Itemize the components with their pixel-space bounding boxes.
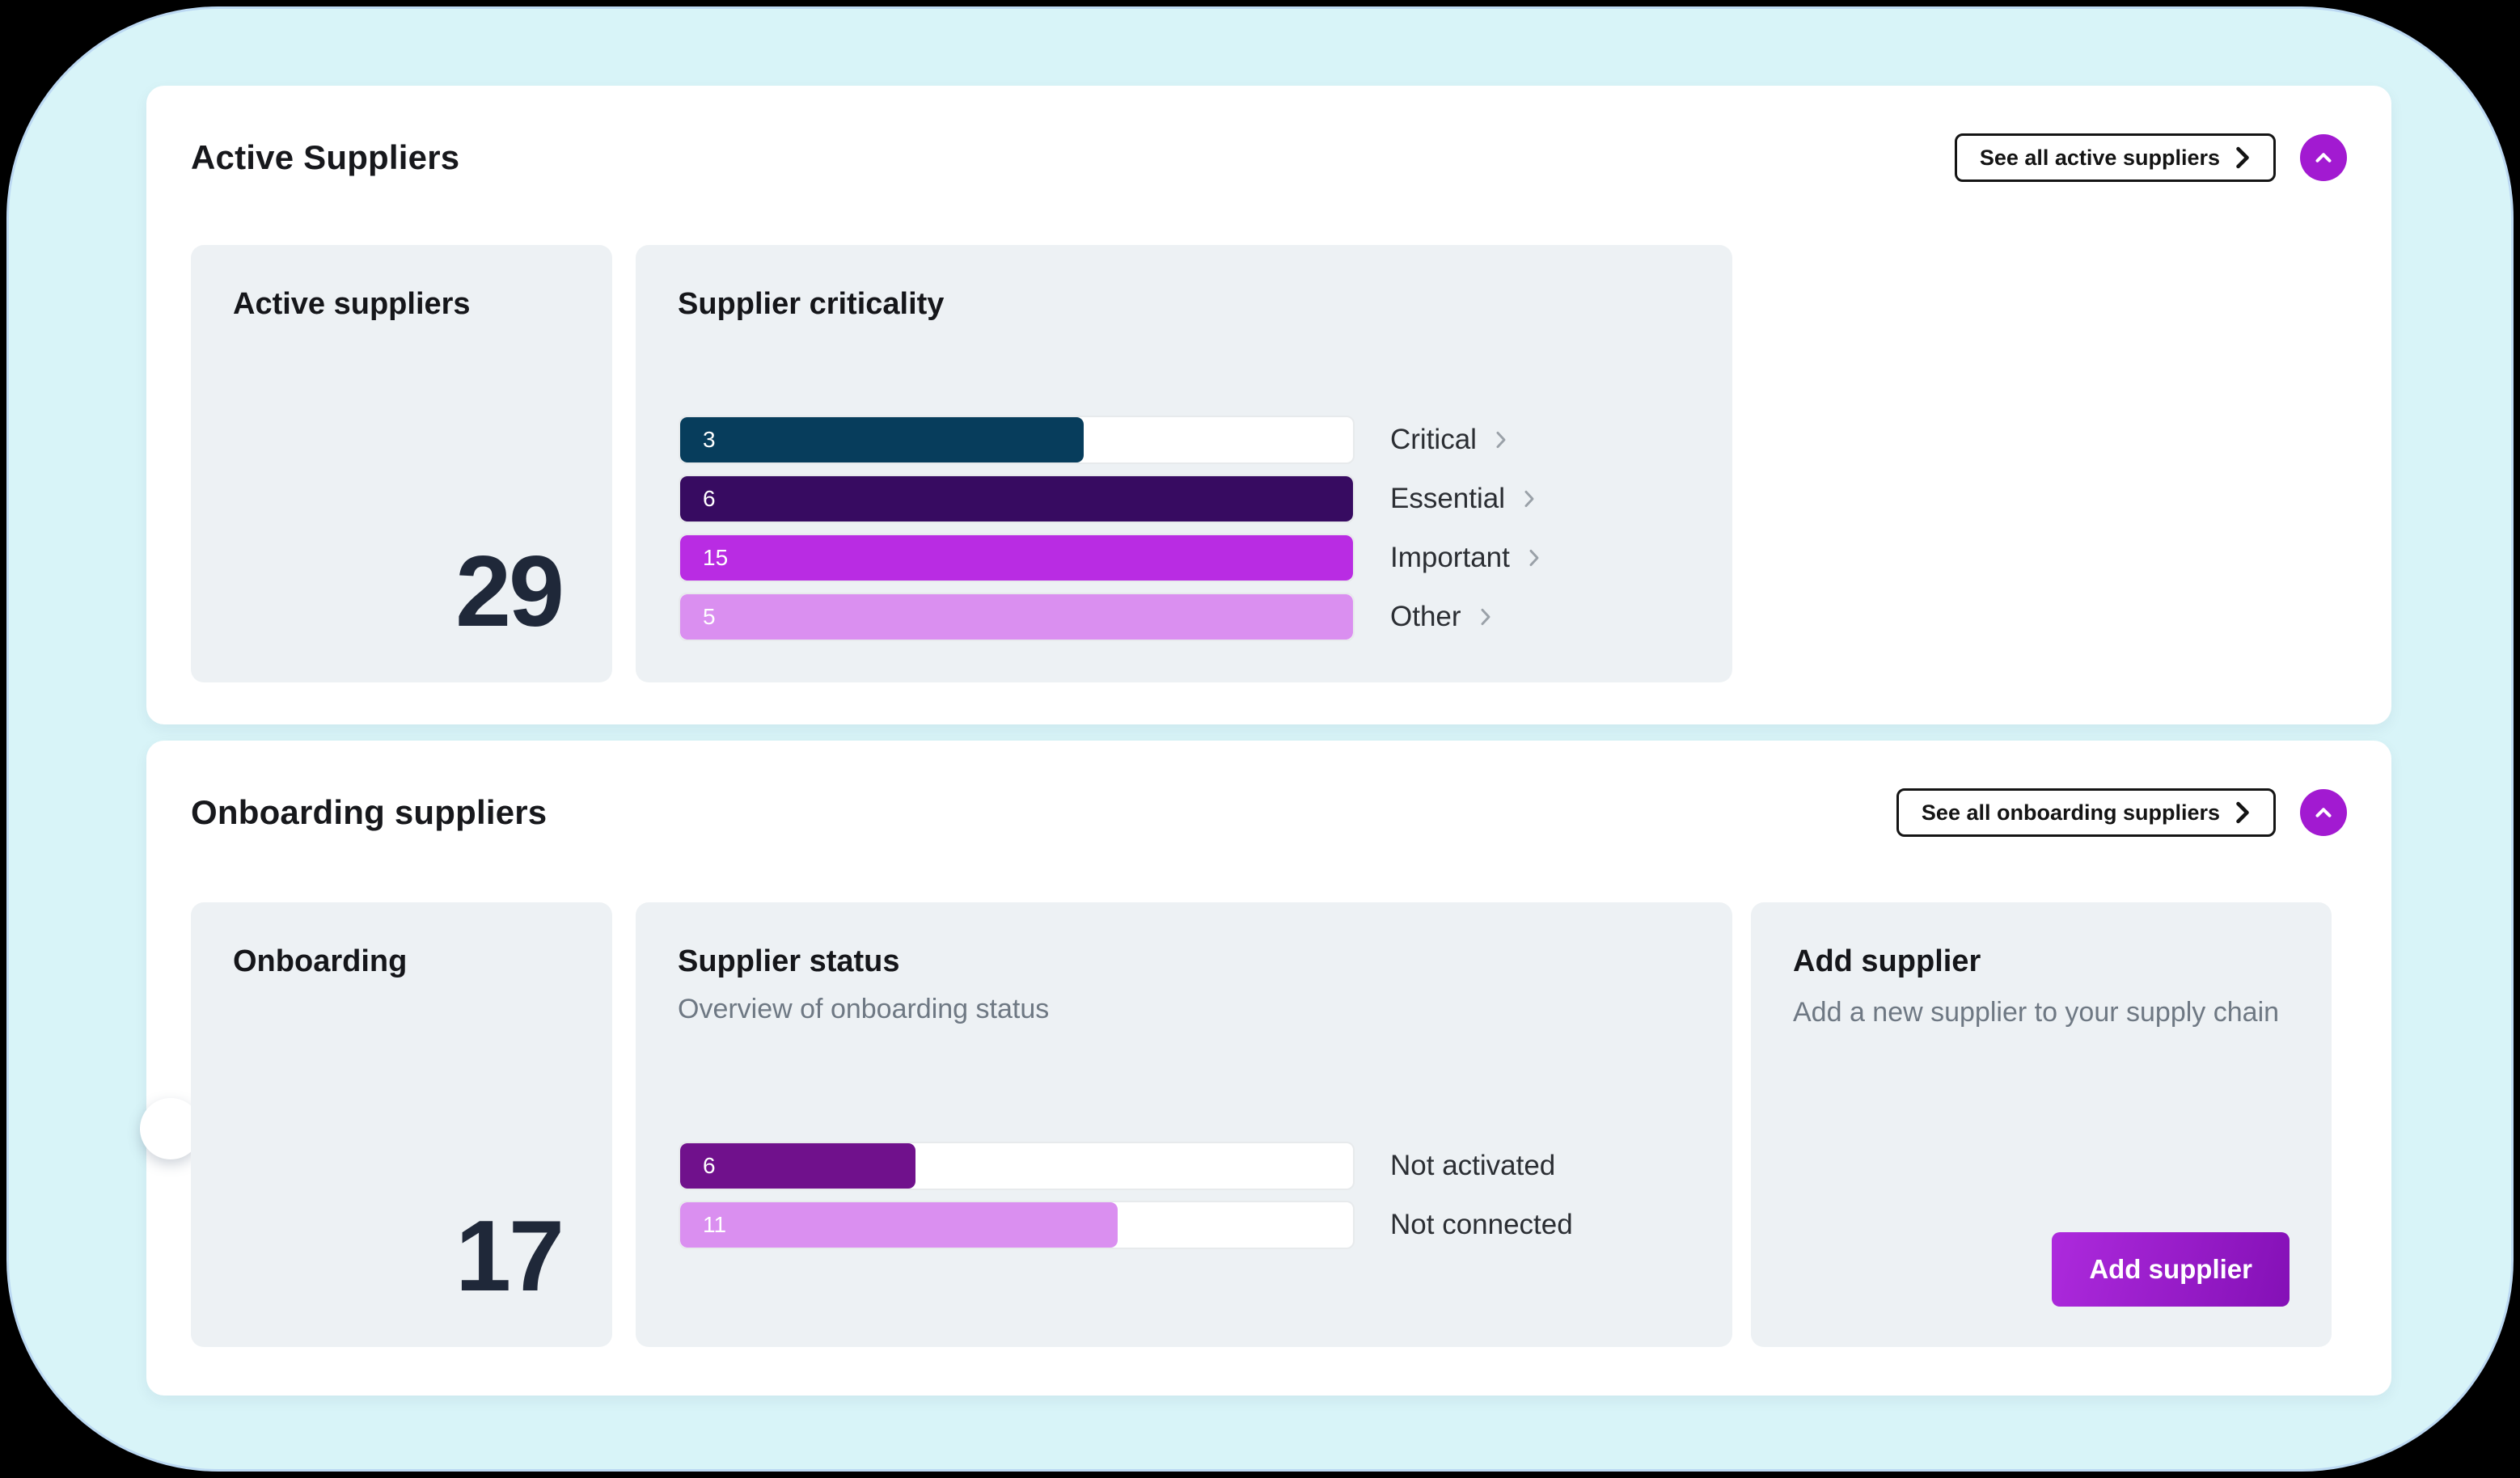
criticality-label-other[interactable]: Other xyxy=(1390,601,1492,633)
chevron-up-icon xyxy=(2315,808,2332,817)
app-surface: Active Suppliers See all active supplier… xyxy=(6,6,2514,1472)
criticality-panel-title: Supplier criticality xyxy=(678,287,945,321)
criticality-bar-row: 15 Important xyxy=(679,534,1708,582)
active-count-panel-title: Active suppliers xyxy=(233,287,471,321)
status-panel-header: Supplier status Overview of onboarding s… xyxy=(636,902,1732,1025)
collapse-onboarding-card-button[interactable] xyxy=(2300,789,2347,836)
onboarding-count-panel-title: Onboarding xyxy=(233,944,408,978)
active-card-title: Active Suppliers xyxy=(191,138,460,176)
criticality-bar-row: 6 Essential xyxy=(679,475,1708,523)
bar-track: 15 xyxy=(679,534,1355,582)
bar-value: 11 xyxy=(703,1212,727,1237)
onboarding-count-panel: Onboarding 17 xyxy=(191,902,612,1347)
criticality-bar-row: 3 Critical xyxy=(679,416,1708,464)
onboarding-suppliers-card: Onboarding suppliers See all onboarding … xyxy=(140,741,2391,1396)
criticality-bars: 3 Critical 6 Essential xyxy=(679,416,1708,652)
add-supplier-button[interactable]: Add supplier xyxy=(2052,1232,2290,1307)
bar-fill-not-activated: 6 xyxy=(680,1143,916,1189)
collapse-active-card-button[interactable] xyxy=(2300,134,2347,181)
onboarding-count: 17 xyxy=(455,1201,564,1312)
add-panel-header: Add supplier Add a new supplier to your … xyxy=(1751,902,2332,1033)
active-card-header: Active Suppliers See all active supplier… xyxy=(191,133,2347,183)
bar-label-text: Other xyxy=(1390,601,1461,632)
bar-value: 6 xyxy=(703,1153,716,1178)
chevron-right-icon xyxy=(1496,431,1506,449)
chevron-right-icon xyxy=(1481,608,1490,626)
active-suppliers-card: Active Suppliers See all active supplier… xyxy=(146,86,2391,724)
supplier-status-panel: Supplier status Overview of onboarding s… xyxy=(636,902,1732,1347)
bar-fill-critical: 3 xyxy=(680,417,1085,462)
supplier-criticality-panel: Supplier criticality 3 Critical xyxy=(636,245,1732,682)
onboarding-card-title: Onboarding suppliers xyxy=(191,793,548,831)
bar-track: 3 xyxy=(679,416,1355,464)
bar-label-text: Critical xyxy=(1390,424,1477,455)
see-all-active-label: See all active suppliers xyxy=(1979,145,2220,170)
bar-value: 5 xyxy=(703,604,716,629)
add-panel-title: Add supplier xyxy=(1793,944,1981,978)
bar-label-text: Not activated xyxy=(1390,1150,1556,1181)
active-count-panel-header: Active suppliers xyxy=(191,245,612,322)
bar-label-text: Not connected xyxy=(1390,1209,1573,1240)
bar-fill-important: 15 xyxy=(680,535,1353,581)
bar-track: 6 xyxy=(679,1142,1355,1190)
chevron-right-icon xyxy=(1524,490,1534,508)
status-panel-title: Supplier status xyxy=(678,944,900,978)
bar-fill-essential: 6 xyxy=(680,476,1353,522)
onboarding-header-actions: See all onboarding suppliers xyxy=(1896,788,2347,837)
bar-fill-other: 5 xyxy=(680,594,1353,640)
active-suppliers-count-panel: Active suppliers 29 xyxy=(191,245,612,682)
criticality-label-important[interactable]: Important xyxy=(1390,542,1541,574)
active-header-actions: See all active suppliers xyxy=(1954,133,2347,182)
status-label-not-connected: Not connected xyxy=(1390,1209,1573,1241)
status-bar-row: 11 Not connected xyxy=(679,1201,1708,1249)
bar-label-text: Important xyxy=(1390,542,1510,573)
see-all-onboarding-suppliers-button[interactable]: See all onboarding suppliers xyxy=(1896,788,2276,837)
add-supplier-panel: Add supplier Add a new supplier to your … xyxy=(1751,902,2332,1347)
bar-value: 3 xyxy=(703,427,716,452)
bar-track: 5 xyxy=(679,593,1355,641)
see-all-onboarding-label: See all onboarding suppliers xyxy=(1921,800,2220,825)
status-bars: 6 Not activated 11 Not connected xyxy=(679,1142,1708,1260)
add-panel-description: Add a new supplier to your supply chain xyxy=(1793,997,2280,1028)
bar-track: 6 xyxy=(679,475,1355,523)
chevron-up-icon xyxy=(2315,153,2332,163)
criticality-panel-header: Supplier criticality xyxy=(636,245,1732,322)
status-label-not-activated: Not activated xyxy=(1390,1150,1555,1182)
bar-value: 6 xyxy=(703,486,716,511)
chevron-right-icon xyxy=(1529,549,1539,567)
see-all-active-suppliers-button[interactable]: See all active suppliers xyxy=(1954,133,2276,182)
onboarding-count-panel-header: Onboarding xyxy=(191,902,612,979)
bar-track: 11 xyxy=(679,1201,1355,1249)
bar-label-text: Essential xyxy=(1390,483,1506,514)
active-suppliers-count: 29 xyxy=(455,536,564,648)
criticality-label-essential[interactable]: Essential xyxy=(1390,483,1536,515)
criticality-label-critical[interactable]: Critical xyxy=(1390,424,1507,456)
bar-fill-not-connected: 11 xyxy=(680,1202,1118,1248)
status-bar-row: 6 Not activated xyxy=(679,1142,1708,1190)
chevron-right-icon xyxy=(2236,146,2249,169)
chevron-right-icon xyxy=(2236,801,2249,824)
criticality-bar-row: 5 Other xyxy=(679,593,1708,641)
onboarding-card-header: Onboarding suppliers See all onboarding … xyxy=(191,788,2347,838)
bar-value: 15 xyxy=(703,545,729,570)
status-panel-subtitle: Overview of onboarding status xyxy=(678,994,1050,1024)
